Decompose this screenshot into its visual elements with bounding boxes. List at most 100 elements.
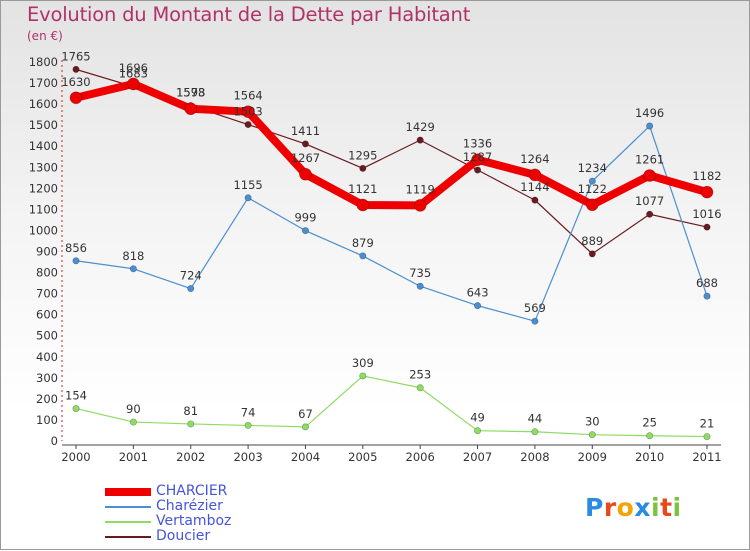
- data-point-charcier: [528, 168, 542, 182]
- data-point-vertamboz: [474, 427, 482, 435]
- data-point-charcier: [356, 198, 370, 212]
- data-label-vertamboz: 309: [352, 356, 374, 370]
- x-tick-label: 2000: [61, 450, 90, 464]
- data-label-charcier: 1630: [61, 75, 90, 89]
- legend-swatch-doucier: [105, 536, 151, 538]
- data-label-vertamboz: 67: [298, 407, 313, 421]
- data-point-vertamboz: [416, 384, 424, 392]
- data-point-doucier: [301, 140, 309, 148]
- data-label-charcier: 1122: [578, 182, 607, 196]
- series-line-charcier: [72, 79, 711, 210]
- y-tick-label: 300: [36, 371, 58, 385]
- data-point-doucier: [359, 164, 367, 172]
- data-label-doucier: 1411: [291, 124, 320, 138]
- chart-unit: (en €): [27, 29, 63, 43]
- data-label-charzier: 688: [696, 276, 718, 290]
- legend-swatch-charzier: [105, 506, 151, 508]
- data-label-charzier: 724: [180, 269, 202, 283]
- series-line-vertamboz: [75, 375, 708, 438]
- x-tick-label: 2009: [578, 450, 607, 464]
- y-tick-label: 1500: [29, 118, 58, 132]
- y-tick-label: 600: [36, 308, 58, 322]
- data-label-doucier: 1016: [692, 207, 721, 221]
- data-point-charzier: [244, 194, 252, 202]
- x-tick-label: 2003: [233, 450, 262, 464]
- y-tick-label: 500: [36, 329, 58, 343]
- data-label-vertamboz: 253: [409, 368, 431, 382]
- data-label-charzier: 856: [65, 241, 87, 255]
- data-point-vertamboz: [531, 428, 539, 436]
- data-point-charcier: [643, 169, 656, 182]
- data-point-charcier: [241, 105, 255, 118]
- data-label-vertamboz: 81: [183, 404, 198, 418]
- data-point-charzier: [129, 265, 137, 273]
- axes: 0 100 200 300 400 500 600 700 800 900 1000 1100 1200…: [29, 55, 722, 464]
- x-tick-label: 2011: [692, 450, 721, 464]
- y-tick-label: 100: [36, 413, 58, 427]
- series-line-charzier: [75, 125, 708, 322]
- data-label-doucier: 1683: [119, 67, 148, 81]
- y-tick-label: 1200: [29, 181, 58, 195]
- data-label-doucier: 889: [581, 234, 603, 248]
- data-label-charzier: 1496: [635, 106, 664, 120]
- data-label-doucier: 1144: [520, 180, 549, 194]
- data-point-doucier: [531, 196, 539, 204]
- data-label-vertamboz: 30: [585, 415, 600, 429]
- x-tick-label: 2004: [291, 450, 320, 464]
- series-group: [69, 65, 714, 441]
- y-tick-label: 200: [36, 392, 58, 406]
- y-tick-label: 1800: [29, 55, 58, 69]
- y-tick-label: 400: [36, 350, 58, 364]
- data-point-vertamboz: [646, 432, 654, 440]
- data-label-charcier: 1119: [406, 182, 435, 196]
- legend-label-charcier: CHARCIER: [156, 483, 228, 499]
- data-label-doucier: 1287: [463, 150, 492, 164]
- logo-letter: i: [672, 493, 682, 522]
- data-labels: 1765 1683 1593 1503 1411 1295 1429 1287 1144 889 1…: [61, 49, 721, 430]
- data-point-doucier: [588, 250, 596, 258]
- data-label-charzier: 879: [352, 236, 374, 250]
- logo-letter: x: [634, 493, 651, 522]
- logo-letter: i: [651, 493, 661, 522]
- data-label-charzier: 569: [524, 301, 546, 315]
- data-label-charcier: 1336: [463, 137, 492, 151]
- x-tick-label: 2006: [406, 450, 435, 464]
- data-label-vertamboz: 21: [700, 417, 715, 431]
- data-point-charzier: [588, 177, 596, 185]
- data-point-charzier: [474, 302, 482, 310]
- data-label-vertamboz: 154: [65, 389, 87, 403]
- logo-letter: o: [616, 493, 635, 522]
- x-tick-label: 2008: [520, 450, 549, 464]
- x-tick-label: 2010: [635, 450, 664, 464]
- data-point-vertamboz: [129, 418, 137, 426]
- data-point-vertamboz: [187, 420, 195, 428]
- data-point-charzier: [359, 252, 367, 260]
- legend-swatch-vertamboz: [105, 521, 151, 523]
- y-tick-label: 700: [36, 287, 58, 301]
- data-label-charcier: 1261: [635, 152, 664, 166]
- data-label-charzier: 1234: [578, 161, 607, 175]
- data-label-charzier: 1155: [233, 178, 262, 192]
- y-tick-label: 1300: [29, 160, 58, 174]
- data-label-charcier: 1267: [291, 151, 320, 165]
- data-label-vertamboz: 44: [528, 412, 543, 426]
- data-label-vertamboz: 25: [642, 416, 657, 430]
- y-tick-label: 1700: [29, 76, 58, 90]
- data-label-charcier: 1182: [692, 169, 721, 183]
- data-label-charcier: 1564: [233, 89, 262, 103]
- data-point-charzier: [703, 292, 711, 300]
- data-point-vertamboz: [244, 421, 252, 429]
- proxiti-logo: Proxiti: [585, 493, 682, 522]
- data-label-charzier: 643: [467, 286, 489, 300]
- data-label-doucier: 1295: [348, 148, 377, 162]
- y-tick-label: 900: [36, 245, 58, 259]
- y-tick-label: 1000: [29, 223, 58, 237]
- data-label-charcier: 1696: [119, 61, 148, 75]
- data-point-charzier: [72, 257, 80, 265]
- data-point-vertamboz: [72, 405, 80, 413]
- data-label-charcier: 1578: [176, 86, 205, 100]
- data-point-vertamboz: [301, 423, 309, 431]
- chart-title: Evolution du Montant de la Dette par Hab…: [27, 3, 471, 26]
- data-label-vertamboz: 90: [126, 402, 141, 416]
